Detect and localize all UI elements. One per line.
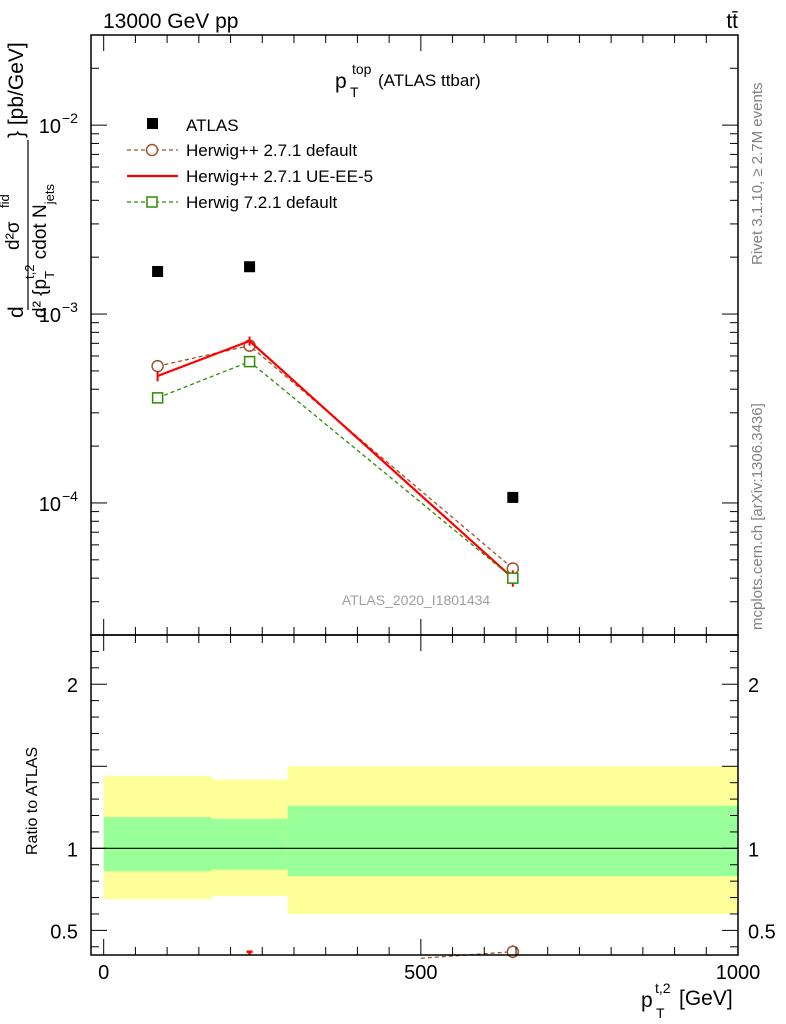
svg-text:} [pb/GeV]: } [pb/GeV]: [5, 42, 28, 138]
svg-text:p: p: [641, 989, 653, 1012]
ratio-ytick-label-right: 2: [748, 675, 759, 697]
main-ytick-label-exponent: −2: [62, 110, 78, 126]
ratio-ytick-label-right: 0.5: [748, 921, 776, 943]
ratio-xtick-label: 0: [98, 962, 109, 984]
legend-marker-atlas: [147, 118, 158, 129]
ratio-ytick-label-left: 2: [67, 675, 78, 697]
ratio-band-green: [103, 817, 212, 872]
herwigpp-default-point: [151, 359, 164, 373]
main-ytick-label: 10: [39, 116, 61, 138]
svg-text:d² {pTt,2 cdot Njets: d² {pTt,2 cdot Njets: [22, 184, 57, 318]
main-ytick-label: 10: [39, 494, 61, 516]
atlas-data-point: [507, 491, 519, 503]
legend-label-herwigpp-default: Herwig++ 2.7.1 default: [186, 141, 357, 160]
atlas-data-point: [244, 261, 256, 273]
herwig7-point: [243, 355, 256, 368]
svg-text:T: T: [656, 1005, 665, 1021]
herwig7-point: [151, 392, 164, 404]
series-line-3: [157, 360, 514, 579]
svg-text:top: top: [352, 61, 372, 77]
ratio-ylabel: Ratio to ATLAS: [24, 747, 41, 855]
legend-marker-herwigpp-default: [145, 143, 159, 157]
main-ytick-label-exponent: −4: [62, 488, 78, 504]
svg-text:t,2: t,2: [655, 980, 671, 996]
legend-label-herwigpp-ue: Herwig++ 2.7.1 UE-EE-5: [186, 167, 373, 186]
main-ytick-label-exponent: −3: [62, 299, 78, 315]
ratio-panel: 2 2 1 1 0.5 0.5 0 500 1000 Ratio to ATLAS p T t…: [24, 634, 776, 1021]
ratio-series-line-0: [420, 951, 513, 959]
rivet-label: Rivet 3.1.10, ≥ 2.7M events: [749, 83, 766, 266]
mcplots-label: mcplots.cern.ch [arXiv:1306.3436]: [749, 403, 766, 630]
svg-text:(ATLAS ttbar): (ATLAS ttbar): [378, 71, 481, 90]
main-ytick-label: 10: [39, 305, 61, 327]
main-ylabel: d d²σ fid d² {pTt,2 cdot Njets } [pb/GeV…: [0, 42, 57, 318]
ratio-xtick-label: 500: [404, 962, 437, 984]
legend-label-atlas: ATLAS: [186, 116, 239, 135]
analysis-tag: ATLAS_2020_I1801434: [342, 592, 491, 608]
svg-text:[GeV]: [GeV]: [679, 987, 733, 1010]
ratio-ytick-label-left: 1: [67, 839, 78, 861]
legend: ATLAS Herwig++ 2.7.1 default Herwig++ 2.…: [127, 116, 373, 212]
ratio-ytick-label-right: 1: [748, 839, 759, 861]
plot-title: p top T (ATLAS ttbar): [335, 61, 481, 100]
main-panel: 10−210−310−4 p top T (ATLAS ttbar) ATLAS…: [0, 34, 739, 636]
svg-text:d: d: [5, 306, 28, 318]
svg-text:fid: fid: [0, 194, 12, 208]
svg-text:p: p: [335, 70, 347, 93]
ratio-band-green: [211, 818, 288, 870]
ratio-xtick-label: 1000: [716, 962, 761, 984]
ratio-xlabel: p T t,2 [GeV]: [641, 980, 733, 1021]
atlas-data-point: [152, 265, 164, 277]
svg-text:d²σ: d²σ: [3, 221, 24, 250]
legend-marker-herwig7: [146, 196, 158, 208]
energy-label: 13000 GeV pp: [103, 10, 238, 33]
process-label: tt̄: [726, 10, 738, 33]
ratio-band-green: [287, 805, 738, 877]
legend-label-herwig7: Herwig 7.2.1 default: [186, 193, 337, 212]
ratio-ytick-label-left: 0.5: [50, 921, 78, 943]
svg-text:T: T: [350, 84, 359, 100]
herwig7-point: [507, 572, 519, 584]
ratio-frame: [90, 634, 739, 956]
